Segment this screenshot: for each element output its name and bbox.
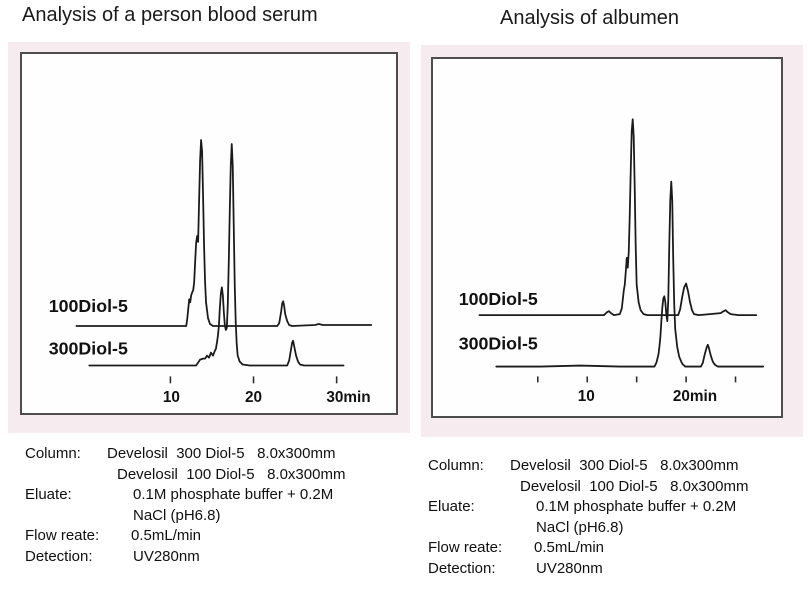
condition-label [25, 465, 117, 486]
chromatogram-trace-300diol-5 [495, 180, 765, 368]
condition-value: 0.5mL/min [131, 527, 202, 545]
condition-label: Flow reate: [428, 539, 503, 557]
chromatogram-trace-100diol-5 [478, 118, 758, 317]
condition-row: Develosil 100 Diol-5 8.0x300mm [428, 477, 748, 498]
right-chart-title: Analysis of albumen [500, 7, 679, 29]
condition-value: Develosil 300 Diol-5 8.0x300mm [107, 445, 336, 462]
condition-value: 0.1M phosphate buffer + 0.2M [536, 498, 737, 516]
left-chromatogram-plot: 100Diol-5 300Diol-5 10 20 30min [49, 139, 373, 406]
condition-label: Flow reate: [25, 527, 100, 545]
condition-row: Detection: UV280nm [428, 559, 748, 580]
condition-row: Column: Develosil 300 Diol-5 8.0x300mm [25, 444, 345, 465]
condition-label: Detection: [428, 559, 496, 577]
left-chart-panel: 100Diol-5 300Diol-5 10 20 30min [8, 42, 410, 433]
condition-label: Column: [25, 445, 81, 462]
condition-value: Develosil 300 Diol-5 8.0x300mm [510, 457, 739, 474]
left-chart-box: 100Diol-5 300Diol-5 10 20 30min [20, 52, 398, 415]
series-label: 300Diol-5 [459, 334, 538, 354]
condition-value: NaCl (pH6.8) [536, 518, 624, 536]
axis-tick-label: 30min [326, 389, 370, 406]
condition-row: Develosil 100 Diol-5 8.0x300mm [25, 465, 345, 486]
condition-label [428, 477, 520, 498]
condition-row: Flow reate: 0.5mL/min [428, 538, 748, 559]
left-chart-title: Analysis of a person blood serum [22, 4, 318, 26]
condition-label [25, 506, 133, 527]
condition-label: Detection: [25, 547, 93, 565]
left-conditions-block: Column: Develosil 300 Diol-5 8.0x300mm De… [25, 444, 345, 568]
condition-label: Column: [428, 457, 484, 474]
condition-value: Develosil 100 Diol-5 8.0x300mm [520, 477, 749, 495]
right-chart-box: 100Diol-5 300Diol-5 10 20min [431, 57, 783, 418]
condition-row: Eluate: 0.1M phosphate buffer + 0.2M [428, 497, 748, 518]
series-label: 300Diol-5 [49, 339, 128, 359]
right-conditions-block: Column: Develosil 300 Diol-5 8.0x300mm De… [428, 456, 748, 580]
right-chart-panel: 100Diol-5 300Diol-5 10 20min [421, 45, 803, 437]
condition-row: NaCl (pH6.8) [25, 506, 345, 527]
condition-value: UV280nm [536, 559, 603, 577]
right-chromatogram-plot: 100Diol-5 300Diol-5 10 20min [459, 118, 765, 405]
condition-label: Eluate: [25, 486, 72, 504]
condition-label [428, 518, 536, 539]
condition-value: Develosil 100 Diol-5 8.0x300mm [117, 465, 346, 483]
axis-tick-label: 10 [578, 388, 595, 405]
series-label: 100Diol-5 [459, 289, 538, 309]
chromatogram-trace-100diol-5 [75, 139, 373, 327]
condition-row: Flow reate: 0.5mL/min [25, 526, 345, 547]
condition-row: Detection: UV280nm [25, 547, 345, 568]
condition-value: NaCl (pH6.8) [133, 506, 221, 524]
condition-value: 0.5mL/min [534, 539, 605, 557]
condition-row: NaCl (pH6.8) [428, 518, 748, 539]
series-label: 100Diol-5 [49, 296, 128, 316]
condition-row: Column: Develosil 300 Diol-5 8.0x300mm [428, 456, 748, 477]
condition-label: Eluate: [428, 498, 475, 516]
axis-tick-label: 10 [163, 389, 180, 406]
condition-row: Eluate: 0.1M phosphate buffer + 0.2M [25, 485, 345, 506]
condition-value: UV280nm [133, 547, 200, 565]
axis-tick-label: 20min [673, 388, 717, 405]
chromatogram-trace-300diol-5 [88, 143, 345, 367]
condition-value: 0.1M phosphate buffer + 0.2M [133, 486, 334, 504]
axis-tick-label: 20 [245, 389, 262, 406]
